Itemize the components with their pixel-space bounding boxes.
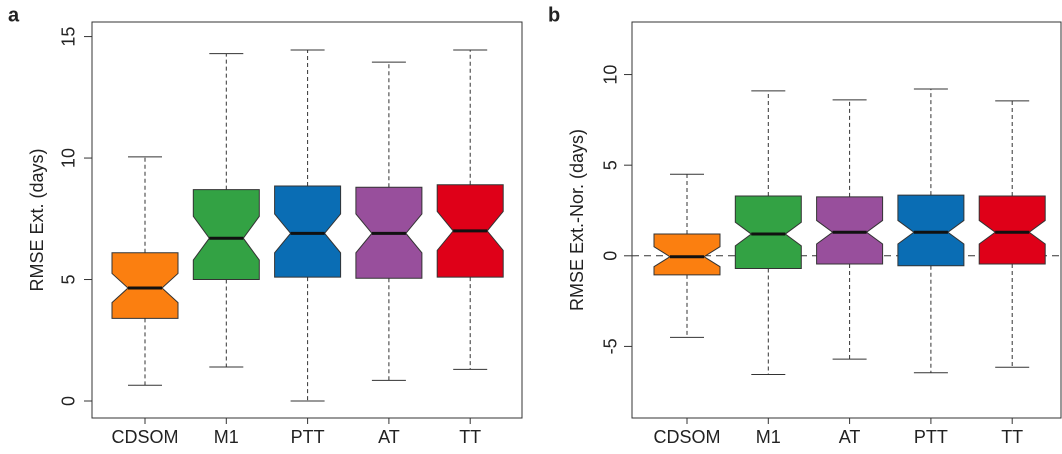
y-axis-title: RMSE Ext. (days) — [27, 148, 47, 291]
y-axis-title: RMSE Ext.-Nor. (days) — [567, 129, 587, 311]
panel-letter: b — [548, 4, 560, 26]
box — [192, 189, 260, 281]
box — [111, 252, 179, 319]
y-tick-label: 15 — [59, 27, 79, 47]
x-tick-label: AT — [839, 427, 861, 447]
box — [897, 194, 965, 267]
box — [274, 185, 342, 278]
x-tick-label: PTT — [914, 427, 948, 447]
y-tick-label: 0 — [59, 396, 79, 406]
x-tick-label: CDSOM — [112, 427, 179, 447]
y-tick-label: 0 — [601, 251, 621, 261]
y-tick-label: 5 — [601, 160, 621, 170]
box — [653, 233, 721, 276]
plot-frame — [631, 21, 1062, 419]
box — [734, 195, 802, 269]
x-tick-label: TT — [1001, 427, 1023, 447]
x-tick-label: TT — [459, 427, 481, 447]
plot-frame — [91, 21, 523, 419]
x-tick-label: CDSOM — [654, 427, 721, 447]
x-tick-label: AT — [378, 427, 400, 447]
y-tick-label: 10 — [59, 148, 79, 168]
y-tick-label: 5 — [59, 275, 79, 285]
x-tick-label: PTT — [291, 427, 325, 447]
box — [816, 196, 884, 265]
panel-letter: a — [8, 4, 20, 26]
x-tick-label: M1 — [756, 427, 781, 447]
box — [978, 195, 1046, 265]
y-tick-label: 10 — [601, 65, 621, 85]
x-tick-label: M1 — [214, 427, 239, 447]
y-tick-label: -5 — [601, 338, 621, 354]
